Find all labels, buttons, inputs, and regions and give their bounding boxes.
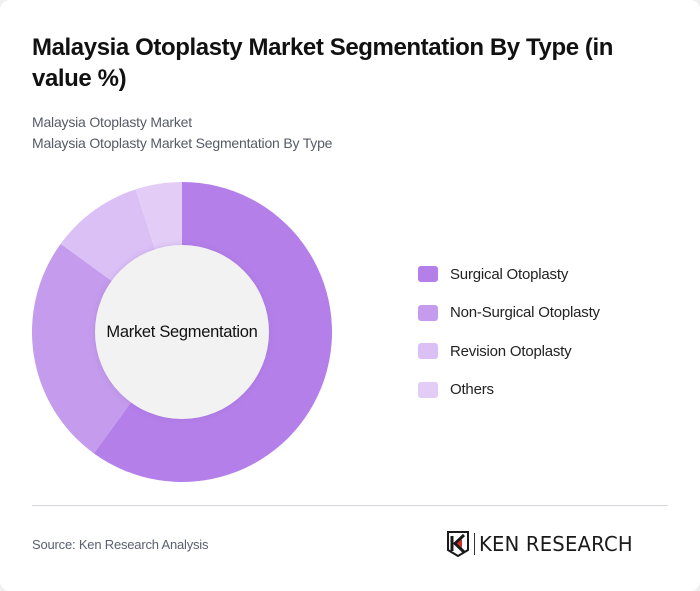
legend-item-non-surgical[interactable]: Non-Surgical Otoplasty <box>418 303 600 323</box>
ken-research-logo: KEN RESEARCH <box>447 531 636 557</box>
legend-label: Surgical Otoplasty <box>450 265 569 283</box>
legend-item-surgical[interactable]: Surgical Otoplasty <box>418 264 600 284</box>
legend-label: Others <box>450 381 494 398</box>
source-note: Source: Ken Research Analysis <box>32 537 209 552</box>
legend-label: Revision Otoplasty <box>450 342 572 360</box>
ken-shield-icon <box>447 531 469 557</box>
legend-swatch <box>418 343 438 359</box>
legend-swatch <box>418 304 438 321</box>
subtitle-segmentation: Malaysia Otoplasty Market Segmentation B… <box>32 135 333 151</box>
subtitle-market: Malaysia Otoplasty Market <box>32 114 192 130</box>
legend-swatch <box>418 381 438 398</box>
logo-text: KEN RESEARCH <box>479 532 633 556</box>
footer-divider <box>32 505 668 506</box>
chart-legend: Surgical Otoplasty Non-Surgical Otoplast… <box>418 264 600 418</box>
page-title: Malaysia Otoplasty Market Segmentation B… <box>32 34 614 92</box>
legend-swatch <box>418 266 438 282</box>
legend-label: Non-Surgical Otoplasty <box>450 304 600 321</box>
donut-hole <box>95 245 269 419</box>
logo-separator <box>474 533 475 555</box>
legend-item-revision[interactable]: Revision Otoplasty <box>418 341 600 361</box>
donut-chart <box>32 182 332 482</box>
legend-item-others[interactable]: Others <box>418 380 600 400</box>
